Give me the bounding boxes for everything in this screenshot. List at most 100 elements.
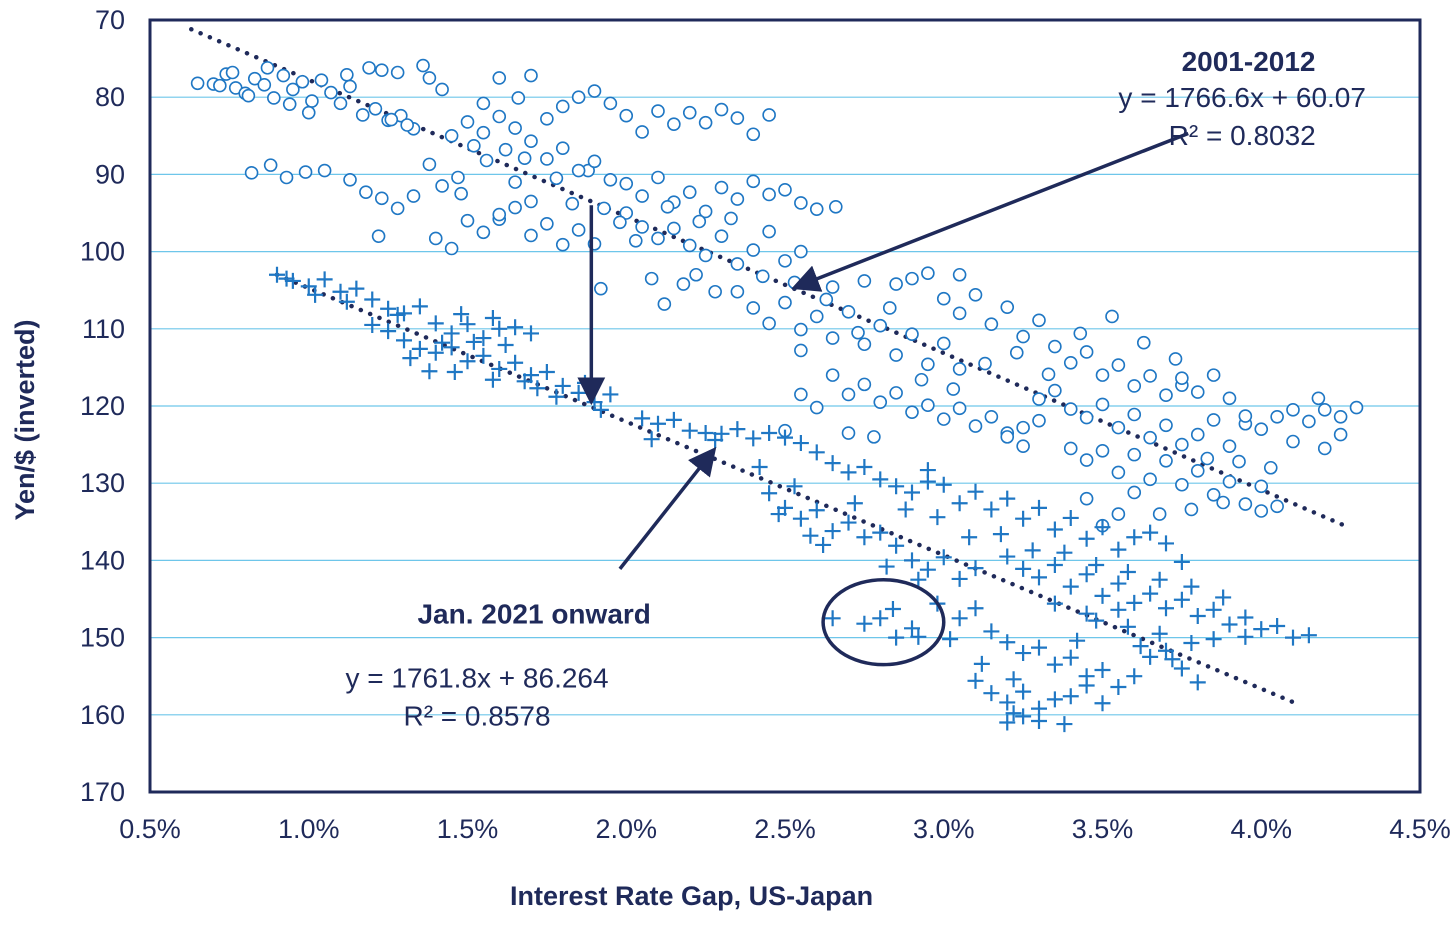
data-point [1151, 571, 1168, 588]
data-point [1110, 601, 1127, 618]
x-tick-label: 4.5% [1389, 814, 1451, 844]
data-point [479, 153, 494, 168]
data-point [952, 306, 967, 321]
data-point [549, 171, 564, 186]
data-point [1205, 631, 1222, 648]
data-point [682, 185, 697, 199]
data-point [324, 85, 338, 100]
data-point [643, 431, 660, 448]
data-point [872, 610, 889, 627]
y-axis-ticks: 70 80 90 100 110 120 130 140 150 160 170 [80, 5, 125, 807]
data-point [597, 201, 611, 216]
data-point [872, 471, 889, 488]
data-point [594, 281, 608, 296]
data-point [857, 377, 872, 392]
data-point [1190, 427, 1205, 442]
data-point [999, 634, 1016, 651]
data-point [628, 233, 643, 248]
data-point [523, 325, 539, 342]
data-point [698, 204, 713, 219]
data-point [1222, 474, 1237, 489]
data-point [1215, 589, 1232, 606]
data-point [905, 405, 919, 419]
data-point [878, 558, 895, 575]
data-point [809, 400, 824, 415]
data-point [451, 170, 465, 185]
y-tick-label: 130 [80, 468, 125, 498]
data-point [1317, 403, 1332, 417]
data-point [257, 78, 272, 92]
data-point [809, 309, 824, 324]
data-point [1088, 612, 1105, 629]
data-point [929, 509, 946, 526]
data-point [1062, 688, 1079, 705]
data-point [1094, 662, 1111, 679]
data-point [348, 280, 365, 297]
data-point [952, 401, 967, 416]
data-point [1253, 621, 1270, 638]
x-tick-label: 3.0% [913, 814, 975, 844]
data-point [825, 368, 840, 382]
data-point [364, 291, 381, 308]
data-point [603, 173, 618, 187]
data-point [1000, 300, 1015, 314]
data-point [1069, 632, 1086, 649]
data-point [698, 115, 713, 130]
data-point [1143, 472, 1157, 487]
data-point [1159, 388, 1173, 402]
data-point [454, 186, 468, 201]
data-point [1005, 705, 1022, 722]
data-point [390, 65, 405, 80]
data-point [815, 536, 832, 553]
data-point [1062, 649, 1079, 666]
data-point [714, 180, 729, 195]
data-point [444, 129, 459, 143]
data-point [651, 104, 665, 118]
data-point [792, 435, 809, 452]
data-point [1094, 587, 1111, 604]
data-point [305, 94, 319, 108]
data-point [1063, 441, 1078, 456]
data-point [1015, 645, 1032, 662]
data-point [681, 422, 698, 439]
data-point [968, 419, 983, 433]
data-point [824, 610, 841, 627]
data-point [1110, 679, 1127, 696]
data-point [1094, 695, 1111, 712]
data-point [459, 316, 476, 333]
data-point [651, 231, 665, 246]
data-point [368, 101, 383, 116]
data-point [244, 166, 259, 180]
data-point [1015, 560, 1032, 577]
data-point [1190, 385, 1205, 399]
data-point [1285, 629, 1301, 646]
data-point [1333, 410, 1348, 424]
data-point [1311, 391, 1326, 406]
y-tick-label: 160 [80, 700, 125, 730]
data-point [635, 189, 649, 203]
data-point [1254, 479, 1269, 494]
data-point [761, 425, 778, 442]
data-point [778, 295, 792, 310]
data-point [1173, 553, 1190, 570]
data-point [682, 105, 697, 120]
data-point [840, 514, 857, 531]
data-point [657, 297, 672, 311]
data-point [295, 74, 310, 89]
data-point [508, 121, 522, 135]
data-point [267, 91, 281, 105]
data-point [422, 71, 437, 85]
data-point [888, 629, 905, 646]
data-point [910, 571, 927, 588]
data-point [888, 537, 905, 554]
data-point [453, 306, 470, 323]
data-point [475, 347, 492, 364]
data-point [1032, 392, 1046, 406]
data-point [999, 548, 1016, 565]
data-point [1031, 569, 1047, 586]
data-point [851, 325, 865, 340]
data-point [282, 97, 297, 111]
data-point [1046, 691, 1063, 708]
data-point [411, 340, 428, 357]
